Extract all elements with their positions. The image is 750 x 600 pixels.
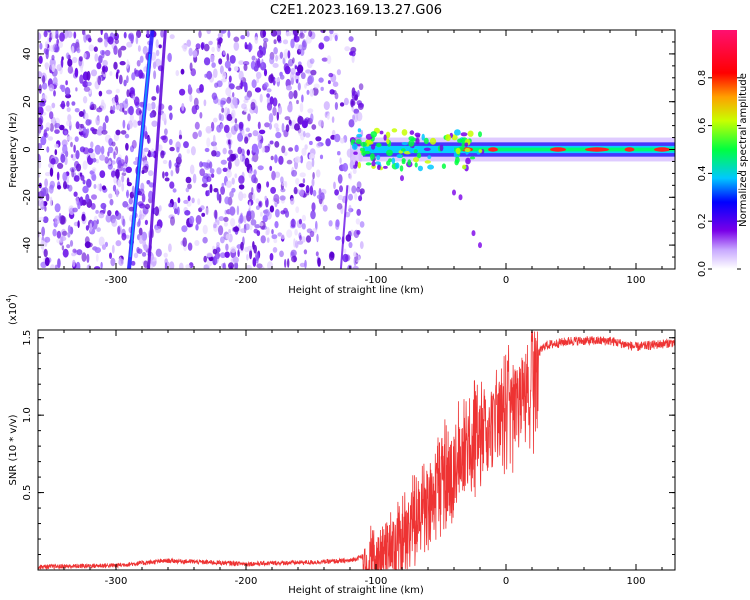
snr-x-tick-label: -300: [105, 576, 128, 587]
spectrogram-y-tick-label: 0: [22, 146, 33, 152]
snr-y-tick-label: 1.5: [22, 330, 33, 346]
snr-y-tick-label: 1.0: [22, 407, 33, 423]
snr-x-axis-label: Height of straight line (km): [288, 585, 424, 596]
colorbar: 0.0 0.2 0.4 0.6 0.8 Normalized spectral ampl…: [697, 30, 749, 277]
signal-hotspot: [624, 147, 635, 152]
spectrogram-faint-line: [339, 185, 349, 269]
chart-title: C2E1.2023.169.13.27.G06: [270, 3, 442, 18]
signal-hotspot: [550, 147, 566, 152]
spectrogram-x-tick-label: -300: [105, 275, 128, 286]
spectrogram-x-tick-label: -100: [365, 275, 388, 286]
snr-panel: -300 -200 -100 0 100 0.5 1.0 1.5 Height of stra…: [5, 294, 676, 596]
spectrogram-y-tick-label: -20: [22, 189, 33, 205]
snr-exponent-label: (x104): [5, 294, 19, 325]
spectrogram-x-tick-label: -200: [235, 275, 258, 286]
spectrogram-y-tick-label: 40: [22, 48, 33, 61]
spectrogram-secondary-line: [147, 30, 167, 269]
signal-hotspot: [488, 147, 498, 152]
colorbar-tick-label: 0.6: [697, 118, 708, 134]
snr-x-tick-label: 0: [503, 576, 509, 587]
snr-series-line: [38, 331, 675, 570]
colorbar-tick-label: 0.0: [697, 261, 708, 277]
spectrogram-frame: [37, 29, 676, 270]
snr-x-tick-label: -200: [235, 576, 258, 587]
colorbar-gradient: [712, 30, 737, 269]
spectrogram-x-tick-label: 0: [503, 275, 509, 286]
colorbar-label: Normalized spectral amplitude: [738, 73, 749, 227]
snr-y-tick-label: 0.5: [22, 485, 33, 501]
spectrogram-y-tick-label: -40: [22, 237, 33, 253]
spectrogram-y-tick-label: 20: [22, 95, 33, 108]
colorbar-tick-label: 0.2: [697, 213, 708, 229]
signal-hotspot: [585, 147, 609, 152]
spectrogram-x-axis-label: Height of straight line (km): [288, 285, 424, 296]
svg-text:(x104): (x104): [5, 294, 19, 325]
snr-y-axis-label: SNR (10 * v/v): [8, 414, 19, 485]
colorbar-tick-label: 0.4: [697, 165, 708, 181]
snr-x-tick-label: -100: [365, 576, 388, 587]
spectrogram-y-axis-label: Frequency (Hz): [8, 112, 19, 188]
snr-x-tick-label: 100: [626, 576, 645, 587]
snr-frame: [37, 329, 676, 571]
spectrogram-strong-line-core: [129, 53, 151, 258]
colorbar-tick-label: 0.8: [697, 70, 708, 86]
spectrogram-x-tick-label: 100: [626, 275, 645, 286]
signal-hotspot: [654, 147, 670, 152]
